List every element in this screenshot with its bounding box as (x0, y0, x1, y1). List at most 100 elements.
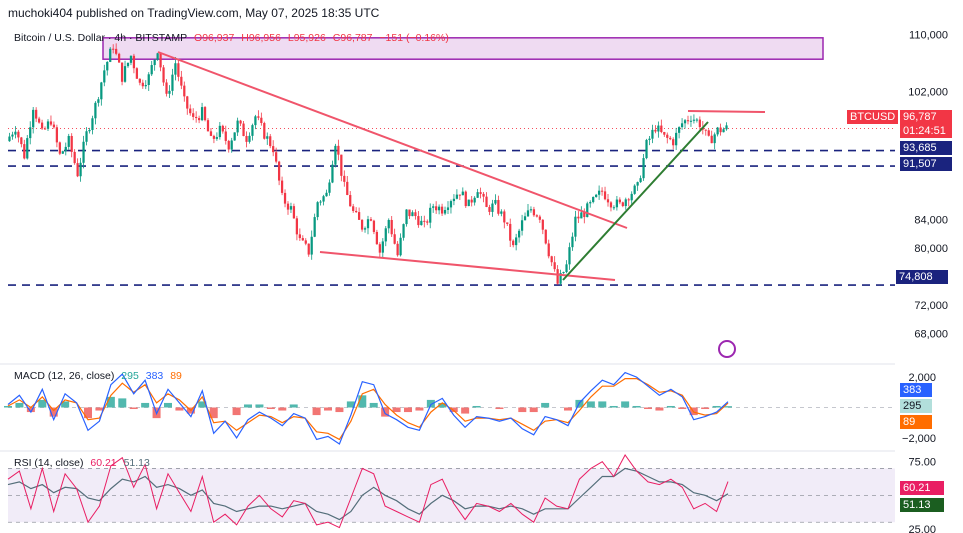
price-pane[interactable] (8, 37, 895, 358)
candle-body (37, 118, 41, 123)
signal-tag: 295 (900, 399, 932, 413)
macd-histogram-bar (106, 396, 115, 408)
candle-body (346, 181, 349, 196)
candle-body (692, 119, 696, 121)
candle-body (612, 207, 616, 209)
rsi-tick-label: 25.00 (908, 524, 936, 533)
symbol-info: Bitcoin / U.S. Dollar · 4h · BITSTAMP O9… (14, 32, 453, 44)
candle-body (254, 116, 257, 126)
macd-histogram-bar (255, 404, 264, 408)
candle-body (627, 199, 630, 201)
publisher-line: muchoki404 published on TradingView.com,… (8, 6, 380, 20)
candle-body (464, 191, 467, 207)
candle-body (337, 145, 340, 155)
candle-body (73, 151, 76, 164)
macd-histogram-bar (598, 401, 607, 408)
candle-body (43, 128, 47, 130)
candle-body (257, 116, 260, 118)
candle-body (369, 219, 373, 221)
candle-body (435, 206, 438, 211)
candle-body (550, 256, 553, 263)
candle-body (719, 127, 722, 133)
rsi-tag: 60.21 (900, 481, 944, 495)
candle-body (283, 192, 287, 204)
candle-body (79, 162, 82, 177)
candle-body (384, 228, 387, 242)
candle-body (657, 125, 660, 132)
candle-body (141, 82, 144, 87)
hist-tag: 89 (900, 415, 932, 429)
macd-histogram-bar (712, 405, 721, 408)
candle-body (491, 203, 494, 212)
candle-body (277, 161, 281, 181)
candle-body (455, 194, 459, 199)
candle-body (609, 202, 613, 208)
candle-body (624, 199, 627, 207)
macd-histogram-bar (84, 407, 92, 419)
macd-histogram-bar (381, 407, 390, 417)
candle-body (512, 240, 515, 246)
macd-histogram-bar (26, 407, 35, 413)
candle-body (556, 269, 559, 284)
candle-body (535, 215, 539, 217)
symbol-tag: BTCUSD (847, 110, 899, 124)
rsi-pane[interactable] (0, 450, 895, 529)
candle-body (577, 216, 580, 219)
macd-histogram-bar (404, 407, 412, 413)
candle-body (310, 236, 313, 255)
candle-body (11, 134, 14, 137)
macd-legend-name[interactable]: MACD (12, 26, close) (14, 370, 115, 382)
candle-body (233, 132, 236, 141)
rsi-legend-name[interactable]: RSI (14, close) (14, 457, 84, 469)
tradingview-icon (718, 340, 736, 358)
macd-histogram-bar (49, 407, 58, 417)
candle-body (458, 194, 461, 196)
candle-body (411, 212, 414, 217)
macd-histogram-bar (666, 405, 675, 408)
macd-histogram-bar (426, 399, 435, 408)
candle-body (49, 121, 53, 125)
candle-body (660, 125, 663, 133)
candle-body (328, 182, 331, 193)
candle-body (500, 211, 503, 214)
candle-body (393, 234, 396, 244)
candle-body (553, 262, 556, 270)
macd-histogram-bar (312, 407, 321, 416)
rsi-ma-tag: 51.13 (900, 498, 944, 512)
macd-histogram-bar (644, 407, 652, 410)
candle-body (117, 53, 121, 63)
level-tag-93685: 93,685 (900, 141, 952, 155)
macd-histogram-bar (209, 407, 218, 419)
candle-body (589, 202, 592, 204)
resistance-line (687, 110, 766, 113)
candle-body (523, 216, 527, 221)
symbol-title[interactable]: Bitcoin / U.S. Dollar · 4h · BITSTAMP (14, 32, 188, 44)
candle-body (343, 175, 346, 182)
candle-body (138, 78, 141, 83)
macd-histogram-bar (266, 407, 275, 410)
candle-body (476, 192, 479, 198)
candle-body (298, 234, 301, 239)
macd-legend-v2: 383 (145, 370, 164, 382)
candle-body (440, 206, 444, 214)
candle-body (100, 82, 103, 100)
candle-body (269, 136, 272, 147)
candle-body (651, 129, 654, 139)
candle-body (449, 201, 453, 208)
candle-body (55, 127, 59, 143)
candle-body (40, 122, 44, 129)
candle-body (304, 240, 307, 244)
candle-body (399, 237, 402, 256)
candle-body (224, 131, 227, 141)
macd-pane[interactable] (0, 363, 895, 445)
candle-body (526, 210, 530, 217)
macd-histogram-bar (118, 398, 127, 408)
macd-histogram-bar (175, 407, 184, 411)
macd-histogram-bar (141, 402, 150, 408)
candle-body (571, 236, 574, 248)
candle-body (722, 129, 725, 133)
candle-body (547, 243, 550, 257)
candle-body (23, 144, 26, 159)
macd-histogram-bar (95, 407, 104, 411)
